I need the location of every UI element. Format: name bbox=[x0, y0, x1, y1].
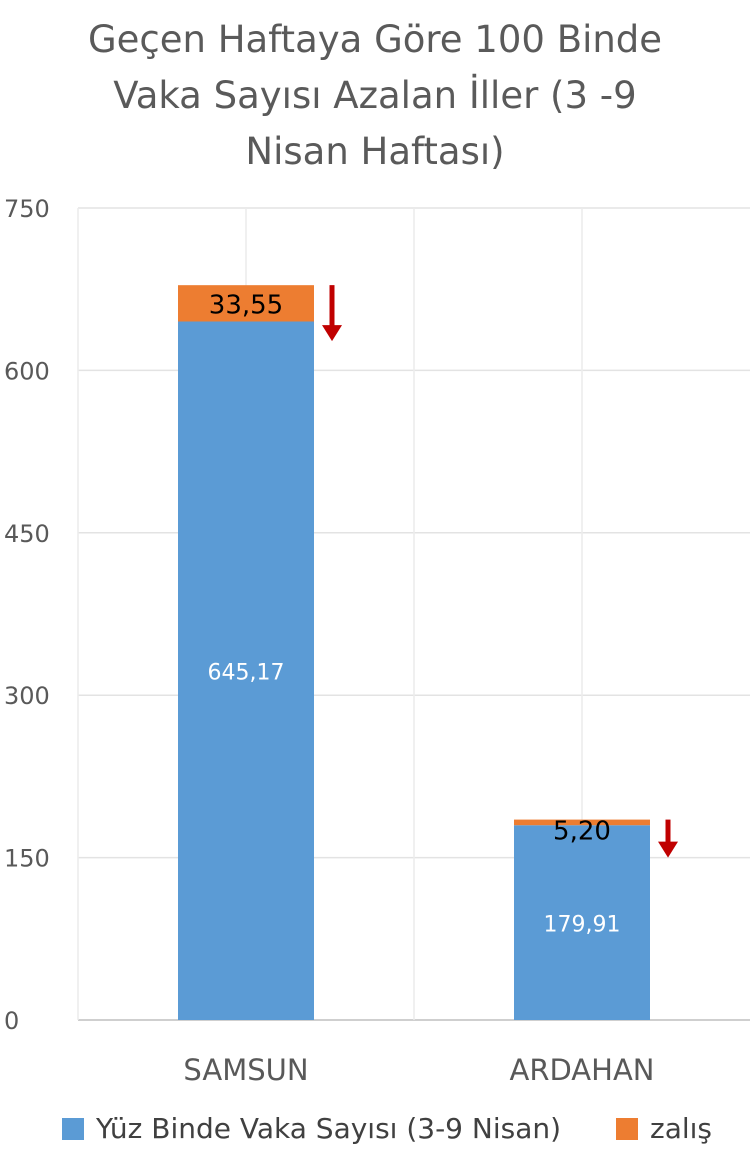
chart-title-line-1: Geçen Haftaya Göre 100 Binde bbox=[87, 18, 663, 61]
legend-item-series-1: Yüz Binde Vaka Sayısı (3-9 Nisan) bbox=[62, 1112, 561, 1145]
data-label-samsun-series-1: 645,17 bbox=[208, 661, 285, 686]
chart-title-line-3: Nisan Haftası) bbox=[245, 130, 505, 173]
bar-ardahan-series-2 bbox=[514, 819, 650, 826]
down-arrow-samsun bbox=[322, 285, 342, 342]
legend-label-series-2: zalış bbox=[650, 1112, 713, 1145]
y-tick-label: 300 bbox=[4, 682, 50, 710]
y-tick-label: 450 bbox=[4, 520, 50, 548]
y-tick-label: 0 bbox=[4, 1007, 19, 1035]
x-tick-label-samsun: SAMSUN bbox=[183, 1053, 308, 1087]
data-label-ardahan-series-1: 179,91 bbox=[544, 913, 621, 938]
y-tick-label: 150 bbox=[4, 845, 50, 873]
legend-item-series-2: zalış bbox=[616, 1112, 712, 1145]
down-arrow-ardahan bbox=[658, 819, 678, 858]
data-label-samsun-series-2: 33,55 bbox=[209, 290, 283, 320]
bar-samsun-series-1 bbox=[178, 321, 314, 1020]
legend: Yüz Binde Vaka Sayısı (3-9 Nisan) zalış bbox=[0, 1112, 750, 1156]
bar-ardahan-series-1 bbox=[514, 825, 650, 1020]
x-tick-label-ardahan: ARDAHAN bbox=[510, 1053, 655, 1087]
legend-label-series-1: Yüz Binde Vaka Sayısı (3-9 Nisan) bbox=[96, 1112, 562, 1145]
bar-samsun-series-2 bbox=[178, 285, 314, 322]
chart-title: Geçen Haftaya Göre 100 Binde Vaka Sayısı… bbox=[0, 12, 750, 180]
y-tick-label: 750 bbox=[4, 195, 50, 223]
label-layer: 0 150 300 450 600 750 645,17 33,55 SAMSUN 179,91 5… bbox=[4, 195, 655, 1087]
bar-layer bbox=[178, 285, 650, 1020]
legend-swatch-series-1 bbox=[62, 1117, 84, 1140]
stacked-bar-chart: 0 150 300 450 600 750 645,17 33,55 SAMSUN 179,91 5… bbox=[4, 195, 750, 1087]
legend-swatch-series-2 bbox=[616, 1117, 638, 1140]
arrow-layer bbox=[322, 285, 678, 858]
y-tick-label: 600 bbox=[4, 357, 50, 385]
data-label-ardahan-series-2: 5,20 bbox=[553, 817, 611, 847]
chart-title-line-2: Vaka Sayısı Azalan İller (3 -9 bbox=[113, 74, 637, 117]
